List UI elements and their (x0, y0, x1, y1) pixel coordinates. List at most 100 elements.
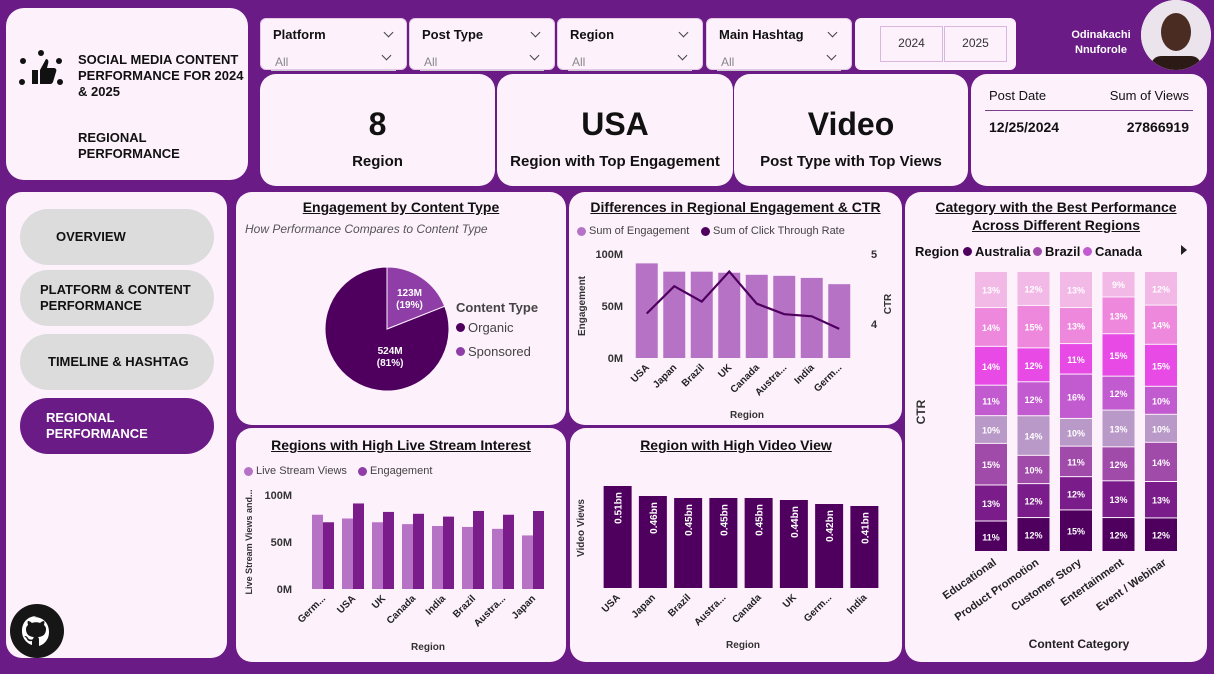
main-hashtag-filter[interactable]: Main Hashtag All (706, 18, 852, 71)
engagement-bar (323, 522, 334, 589)
x-tick-label: Brazil (666, 592, 693, 619)
stack-segment (1017, 305, 1050, 348)
stack-segment (1102, 297, 1135, 334)
post-type-select[interactable]: All (420, 49, 544, 71)
segment-data-label: 12% (1024, 284, 1042, 294)
stack-segment (975, 272, 1007, 308)
year-2025-button[interactable]: 2025 (944, 26, 1007, 62)
segment-data-label: 11% (1067, 355, 1085, 365)
kpi-caption: Region with Top Engagement (510, 153, 720, 170)
bar-data-label: 0.41bn (860, 512, 871, 544)
segment-data-label: 15% (982, 460, 1000, 470)
post-type-filter[interactable]: Post Type All (409, 18, 555, 71)
stack-segment (1102, 518, 1135, 551)
stack-segment (1145, 386, 1177, 414)
chevron-down-icon[interactable] (827, 27, 838, 38)
platform-select[interactable]: All (271, 49, 396, 71)
main-hashtag-select[interactable]: All (717, 49, 841, 71)
segment-data-label: 10% (1152, 396, 1170, 406)
chart-title: Engagement by Content Type (302, 199, 500, 215)
legend-label: Australia (975, 244, 1031, 259)
segment-data-label: 14% (982, 362, 1000, 372)
engagement-by-content-type-panel: Engagement by Content Type How Performan… (236, 192, 566, 425)
engagement-bar (533, 510, 544, 589)
x-tick-label: Germ... (802, 592, 834, 624)
legend-engagement[interactable]: Engagement (358, 465, 432, 477)
stack-segment (1145, 305, 1177, 344)
page-subtitle: REGIONAL PERFORMANCE (78, 130, 180, 161)
segment-data-label: 12% (1024, 497, 1042, 507)
chart-title: Region with High Video View (640, 437, 832, 453)
navigation-panel: OVERVIEW PLATFORM & CONTENT PERFORMANCE … (6, 192, 227, 658)
nav-regional-performance-button[interactable]: REGIONAL PERFORMANCE (20, 398, 214, 454)
x-tick-label: Customer Story (1009, 556, 1084, 614)
stack-segment (1145, 482, 1177, 518)
video-view-bar (744, 498, 773, 588)
segment-data-label: 12% (1024, 531, 1042, 541)
bar-data-label: 0.42bn (825, 510, 836, 542)
video-view-bar (815, 504, 844, 588)
title-card: SOCIAL MEDIA CONTENT PERFORMANCE FOR 202… (6, 8, 248, 180)
legend-next-icon[interactable] (1181, 245, 1187, 255)
stack-segment (1017, 416, 1050, 455)
bar-data-label: 0.45bn (684, 504, 695, 536)
nav-timeline-hashtag-button[interactable]: TIMELINE & HASHTAG (20, 334, 214, 390)
live-stream-bar (342, 518, 353, 589)
x-tick-label: India (793, 362, 818, 387)
live-stream-bar (432, 526, 443, 589)
live-stream-bar (462, 526, 473, 589)
engagement-bar (800, 277, 823, 358)
x-tick-label: Japan (510, 593, 538, 621)
kpi-value: Video (807, 106, 895, 142)
legend-ctr[interactable]: Sum of Click Through Rate (701, 225, 845, 237)
legend-canada[interactable]: Canada (1083, 244, 1142, 259)
nav-overview-button[interactable]: OVERVIEW (20, 209, 214, 265)
pie-data-label-pct: (19%) (396, 300, 423, 311)
legend-brazil[interactable]: Brazil (1033, 244, 1080, 259)
year-2024-button[interactable]: 2024 (880, 26, 943, 62)
stack-segment (1102, 410, 1135, 447)
stack-segment (1060, 308, 1092, 344)
chevron-down-icon[interactable] (383, 27, 394, 38)
chart-title: Differences in Regional Engagement & CTR (590, 199, 881, 215)
legend-australia[interactable]: Australia (963, 244, 1031, 259)
stack-segment (1060, 374, 1092, 418)
x-tick-label: India (845, 592, 870, 617)
filter-value: All (275, 55, 289, 69)
legend-organic[interactable]: Organic (456, 320, 514, 335)
pie-slice-sponsored (386, 266, 446, 330)
x-tick-label: UK (370, 593, 389, 612)
github-icon[interactable] (10, 604, 64, 658)
x-tick-label: Austra... (692, 592, 728, 628)
stack-segment (1102, 272, 1135, 297)
segment-data-label: 12% (1067, 489, 1085, 499)
segment-data-label: 12% (1152, 284, 1170, 294)
chevron-down-icon[interactable] (678, 27, 689, 38)
video-view-bar (638, 496, 667, 588)
video-view-bar (674, 498, 703, 588)
chevron-down-icon[interactable] (530, 27, 541, 38)
col-post-date[interactable]: Post Date (989, 88, 1047, 103)
table-row: 12/25/2024 27866919 (985, 111, 1193, 143)
legend-live-stream-views[interactable]: Live Stream Views (244, 465, 347, 477)
legend-engagement[interactable]: Sum of Engagement (577, 225, 689, 237)
stack-segment (1017, 518, 1050, 551)
col-sum-of-views[interactable]: Sum of Views (1109, 88, 1189, 103)
segment-data-label: 14% (982, 323, 1000, 333)
region-filter[interactable]: Region All (557, 18, 703, 71)
chevron-down-icon (529, 50, 540, 61)
x-tick-label: UK (716, 362, 735, 381)
category-stacked-chart: CTR11%13%15%10%11%14%14%13%Educational12… (914, 272, 1177, 651)
segment-data-label: 9% (1112, 280, 1125, 290)
legend-sponsored[interactable]: Sponsored (456, 344, 531, 359)
video-view-bar (850, 506, 879, 588)
live-stream-bar (372, 522, 383, 589)
y2-tick-label: 5 (871, 249, 877, 261)
segment-data-label: 12% (1152, 531, 1170, 541)
chart-title: Category with the Best Performance Acros… (935, 199, 1177, 233)
legend-label: Sum of Click Through Rate (713, 225, 845, 237)
filter-label: Region (570, 27, 615, 42)
platform-filter[interactable]: Platform All (260, 18, 407, 71)
region-select[interactable]: All (568, 49, 692, 71)
nav-platform-content-button[interactable]: PLATFORM & CONTENT PERFORMANCE (20, 270, 214, 326)
